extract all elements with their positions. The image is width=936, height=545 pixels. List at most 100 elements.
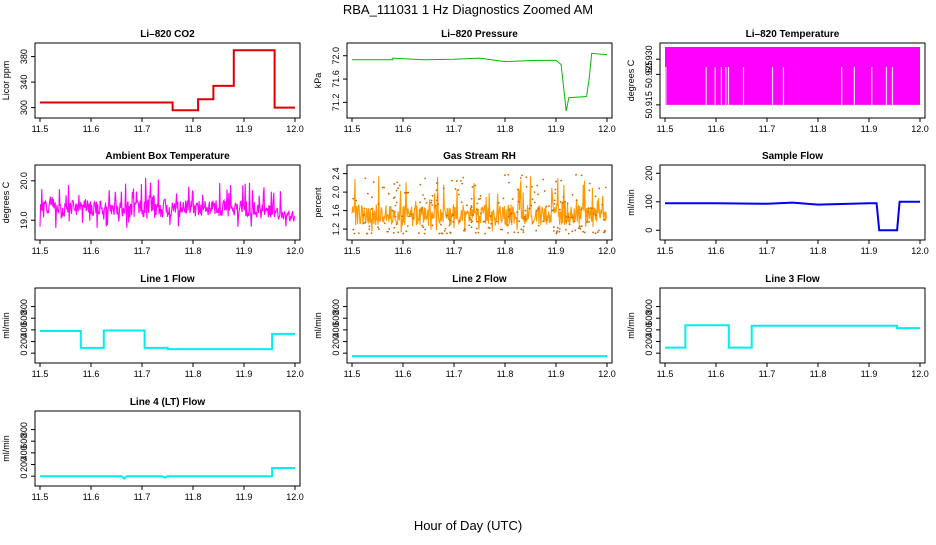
- x-tick-label: 12.0: [911, 369, 929, 379]
- data-point: [393, 183, 396, 185]
- data-point: [556, 226, 559, 229]
- y-tick-label: 0: [644, 351, 654, 356]
- y-tick-label: 50.925: [644, 61, 654, 89]
- x-tick-label: 11.7: [446, 124, 463, 134]
- data-point: [580, 225, 583, 227]
- data-point: [422, 226, 425, 229]
- data-point: [462, 229, 465, 232]
- data-point: [394, 211, 396, 213]
- y-tick-label: 600: [644, 311, 654, 326]
- data-point: [516, 211, 519, 214]
- y-tick-label: 200: [19, 334, 29, 349]
- data-point: [510, 212, 513, 214]
- data-point: [398, 184, 401, 187]
- data-point: [570, 216, 573, 219]
- x-tick-label: 11.9: [236, 369, 253, 379]
- data-point: [377, 228, 380, 231]
- data-point: [601, 203, 604, 206]
- data-point: [452, 220, 455, 223]
- data-point: [437, 203, 439, 205]
- x-tick-label: 11.5: [344, 124, 361, 134]
- y-tick-label: 100: [644, 194, 654, 209]
- data-point: [417, 232, 420, 234]
- y-axis-label: degrees C: [626, 59, 636, 101]
- data-point: [507, 224, 509, 227]
- data-point: [510, 220, 513, 223]
- panel-title: Gas Stream RH: [443, 151, 516, 162]
- x-tick-label: 11.5: [32, 369, 49, 379]
- data-point: [588, 221, 590, 223]
- data-point: [395, 201, 398, 204]
- data-point: [518, 200, 520, 203]
- data-point: [603, 229, 606, 232]
- data-point: [431, 204, 434, 206]
- data-point: [513, 231, 516, 234]
- data-point: [565, 228, 567, 231]
- x-tick-label: 11.6: [708, 369, 725, 379]
- data-point: [537, 224, 540, 227]
- x-tick-label: 11.6: [395, 124, 412, 134]
- data-point: [479, 197, 482, 200]
- y-axis-label: percent: [313, 187, 323, 218]
- data-point: [436, 199, 438, 202]
- data-point: [565, 220, 567, 223]
- y-axis-label: ml/min: [1, 312, 11, 339]
- data-point: [449, 231, 452, 234]
- x-tick-label: 11.9: [236, 246, 253, 256]
- x-tick-label: 11.8: [810, 369, 827, 379]
- data-point: [451, 179, 453, 182]
- data-point: [406, 191, 408, 194]
- plot-frame: [34, 164, 301, 241]
- data-point: [580, 208, 583, 211]
- x-tick-label: 11.6: [395, 369, 412, 379]
- data-point: [457, 193, 460, 196]
- data-point: [461, 182, 464, 185]
- plot-frame: [346, 164, 613, 241]
- data-point: [410, 213, 413, 216]
- x-tick-label: 12.0: [911, 124, 929, 134]
- x-tick-label: 11.7: [134, 369, 151, 379]
- data-point: [488, 227, 491, 230]
- data-point: [479, 212, 482, 215]
- data-point: [586, 221, 588, 223]
- x-tick-label: 11.6: [83, 124, 100, 134]
- data-point: [496, 220, 498, 223]
- data-point: [580, 174, 583, 177]
- data-point: [587, 210, 590, 213]
- data-point: [477, 231, 480, 234]
- data-point: [594, 214, 597, 217]
- data-point: [466, 204, 468, 207]
- x-tick-label: 11.5: [32, 492, 49, 502]
- data-point: [545, 205, 548, 208]
- data-point: [516, 188, 519, 191]
- data-point: [530, 204, 533, 207]
- panels-group: Li–820 CO2 Licor ppm 11.5 11.6 11.7 11.8 11.9 1…: [1, 29, 929, 502]
- data-point: [470, 226, 473, 229]
- data-point: [431, 194, 434, 197]
- data-point: [507, 232, 509, 234]
- x-tick-label: 11.6: [83, 492, 100, 502]
- data-point: [479, 195, 482, 197]
- x-tick-label: 11.8: [185, 124, 202, 134]
- x-tick-label: 11.8: [185, 246, 202, 256]
- panel-title: Ambient Box Temperature: [105, 151, 230, 162]
- data-point: [397, 231, 400, 234]
- data-point: [392, 232, 395, 234]
- x-tick-label: 11.8: [497, 246, 514, 256]
- y-axis-label: kPa: [313, 73, 323, 89]
- data-point: [560, 179, 563, 182]
- data-point: [420, 209, 423, 212]
- data-point: [366, 192, 369, 195]
- data-point: [559, 200, 562, 203]
- data-point: [511, 198, 514, 200]
- data-point: [556, 230, 559, 232]
- x-tick-label: 12.0: [598, 124, 616, 134]
- data-point: [482, 220, 485, 223]
- data-point: [552, 226, 555, 228]
- y-tick-label: 800: [19, 422, 29, 437]
- data-point: [446, 214, 448, 217]
- data-point: [381, 186, 384, 189]
- data-point: [406, 225, 409, 227]
- data-point: [455, 180, 458, 182]
